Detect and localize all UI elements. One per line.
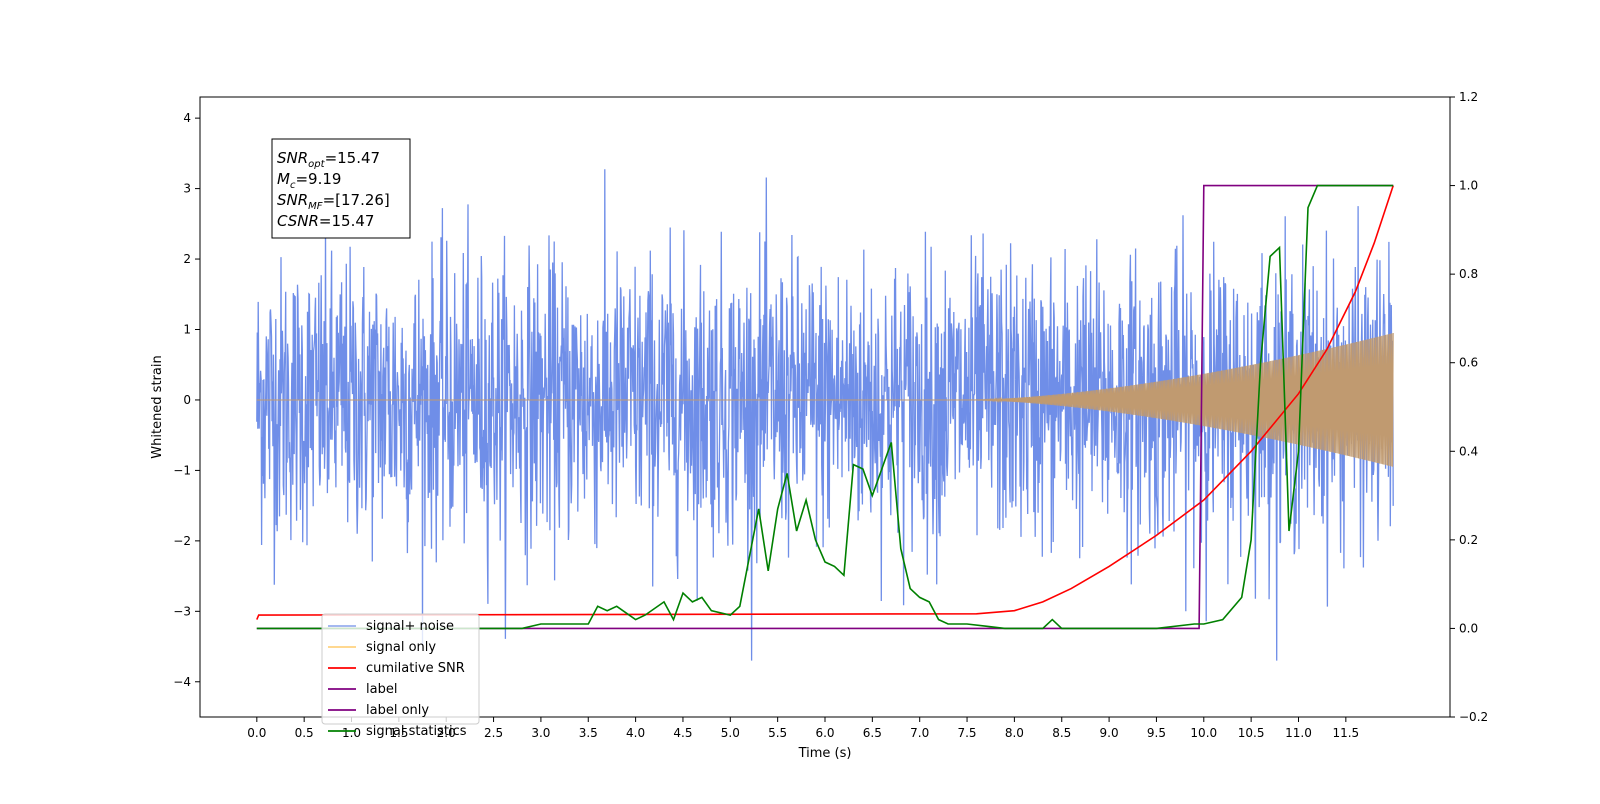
series-signal-statistics-line bbox=[256, 184, 1394, 630]
series-signal-only-line bbox=[256, 332, 1394, 467]
legend-label: signal+ noise bbox=[366, 619, 454, 634]
y2-tick-label: 1.2 bbox=[1459, 90, 1478, 104]
y2-tick-label: −0.2 bbox=[1459, 710, 1488, 724]
y-tick-label: 0 bbox=[183, 393, 191, 407]
legend-label: label bbox=[366, 682, 397, 697]
legend-label: signal statistics bbox=[366, 724, 467, 739]
y-tick-label: 1 bbox=[183, 323, 191, 337]
x-tick-label: 11.5 bbox=[1332, 726, 1359, 740]
x-tick-label: 9.0 bbox=[1100, 726, 1119, 740]
series-signal-noise-line bbox=[256, 169, 1394, 661]
x-tick-label: 5.0 bbox=[721, 726, 740, 740]
x-tick-label: 0.0 bbox=[247, 726, 266, 740]
y-tick-label: −3 bbox=[173, 604, 191, 618]
x-tick-label: 0.5 bbox=[295, 726, 314, 740]
x-tick-label: 7.5 bbox=[957, 726, 976, 740]
x-tick-label: 6.0 bbox=[815, 726, 834, 740]
metrics-annotation: SNRopt=15.47Mc=9.19SNRMF=[17.26]CSNR=15.… bbox=[271, 138, 411, 239]
y-axis-left: 4 3 2 1 0 −1 −2 −3 −4 bbox=[173, 111, 200, 689]
y2-tick-label: 0.6 bbox=[1459, 356, 1478, 370]
x-tick-label: 1.5 bbox=[389, 726, 408, 740]
annotation-line: SNRopt=15.47 bbox=[277, 149, 380, 170]
x-tick-label: 4.5 bbox=[673, 726, 692, 740]
y-tick-label: −4 bbox=[173, 675, 191, 689]
annotation-line: Mc=9.19 bbox=[277, 170, 341, 191]
legend-label: signal only bbox=[366, 640, 436, 655]
y2-tick-label: 0.2 bbox=[1459, 533, 1478, 547]
legend: signal+ noise signal only cumilative SNR la… bbox=[321, 613, 480, 739]
y-tick-label: −1 bbox=[173, 463, 191, 477]
series-layer bbox=[256, 169, 1394, 661]
legend-box bbox=[321, 613, 480, 725]
annotation-line: CSNR=15.47 bbox=[277, 212, 374, 230]
x-tick-label: 8.0 bbox=[1005, 726, 1024, 740]
y-axis-label: Whitened strain bbox=[150, 355, 165, 458]
y-tick-label: −2 bbox=[173, 534, 191, 548]
legend-label: cumilative SNR bbox=[366, 661, 465, 676]
y-tick-label: 2 bbox=[183, 252, 191, 266]
series-label-line bbox=[256, 184, 1394, 630]
y-tick-label: 3 bbox=[183, 182, 191, 196]
x-tick-label: 3.5 bbox=[579, 726, 598, 740]
x-tick-label: 10.0 bbox=[1190, 726, 1217, 740]
annotation-line: SNRMF=[17.26] bbox=[277, 191, 390, 212]
x-tick-label: 11.0 bbox=[1285, 726, 1312, 740]
x-axis: 0.0 0.5 1.0 1.5 2.0 2.5 3.0 3.5 4.0 4.5 5.0 5.5 6.0 6… bbox=[247, 717, 1359, 740]
series-cumilative-snr-line bbox=[256, 185, 1394, 620]
x-tick-label: 7.0 bbox=[910, 726, 929, 740]
x-tick-label: 1.0 bbox=[342, 726, 361, 740]
y2-tick-label: 0.8 bbox=[1459, 267, 1478, 281]
x-tick-label: 2.0 bbox=[437, 726, 456, 740]
x-tick-label: 9.5 bbox=[1147, 726, 1166, 740]
x-axis-label: Time (s) bbox=[798, 746, 852, 761]
x-tick-label: 3.0 bbox=[531, 726, 550, 740]
annotation-box bbox=[271, 138, 411, 239]
x-tick-label: 8.5 bbox=[1052, 726, 1071, 740]
x-tick-label: 5.5 bbox=[768, 726, 787, 740]
y2-tick-label: 0.4 bbox=[1459, 444, 1478, 458]
legend-label: label only bbox=[366, 703, 429, 718]
y-axis-right: 1.2 1.0 0.8 0.6 0.4 0.2 0.0 −0.2 bbox=[1450, 90, 1488, 724]
x-tick-label: 4.0 bbox=[626, 726, 645, 740]
x-tick-label: 10.5 bbox=[1238, 726, 1265, 740]
y2-tick-label: 1.0 bbox=[1459, 179, 1478, 193]
x-tick-label: 2.5 bbox=[484, 726, 503, 740]
y-tick-label: 4 bbox=[183, 111, 191, 125]
y2-tick-label: 0.0 bbox=[1459, 621, 1478, 635]
x-tick-label: 6.5 bbox=[863, 726, 882, 740]
